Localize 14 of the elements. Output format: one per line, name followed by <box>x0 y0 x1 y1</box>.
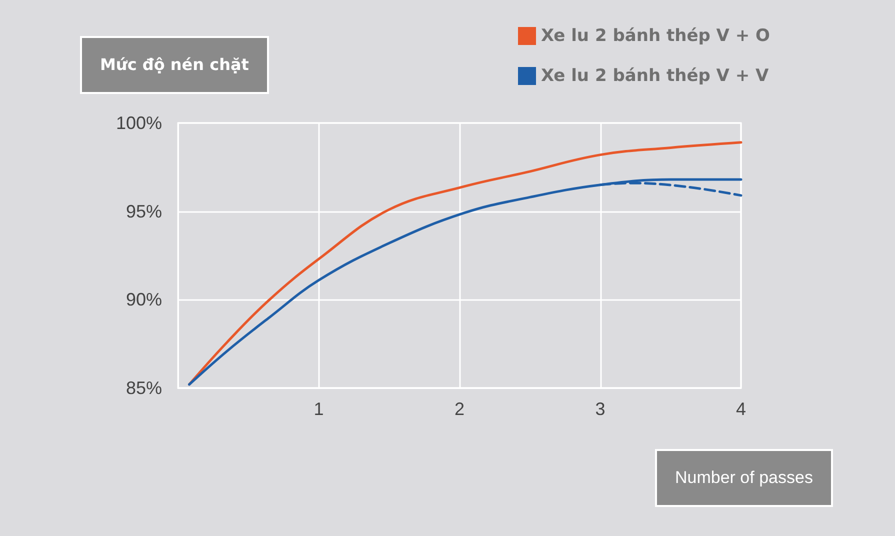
x-tick-label: 3 <box>595 399 606 419</box>
line-series <box>188 178 742 386</box>
line-series <box>188 141 742 386</box>
y-tick-label: 95% <box>126 201 162 222</box>
y-tick-label: 90% <box>126 290 162 310</box>
legend-label: Xe lu 2 bánh thép V + O <box>541 26 770 46</box>
x-tick-label: 2 <box>454 399 465 419</box>
y-tick-label: 100% <box>116 113 162 133</box>
y-tick-label: 85% <box>126 378 162 398</box>
x-tick-label: 4 <box>736 399 746 419</box>
y-axis-title: Mức độ nén chặt <box>80 36 269 94</box>
x-tick-label: 1 <box>314 399 324 419</box>
legend-label: Xe lu 2 bánh thép V + V <box>541 66 770 86</box>
x-axis-title: Number of passes <box>655 449 833 507</box>
